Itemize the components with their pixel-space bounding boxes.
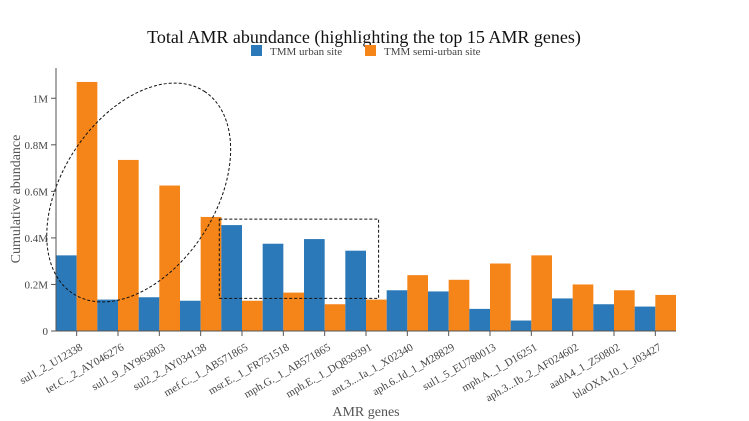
legend-swatch-urban: [251, 45, 262, 56]
bar-semi-urban-14: [614, 290, 635, 331]
annotation-rectangle-2: [218, 218, 380, 299]
bar-urban-13: [552, 298, 573, 331]
x-axis-title: AMR genes: [332, 405, 399, 420]
bar-semi-urban-2: [118, 159, 139, 331]
bar-urban-2: [97, 299, 118, 331]
bar-urban-3: [138, 297, 160, 331]
bar-semi-urban-11: [490, 263, 511, 331]
bar-semi-urban-7: [324, 304, 346, 331]
bar-semi-urban-10: [448, 279, 470, 331]
chart-title: Total AMR abundance (highlighting the to…: [147, 27, 581, 48]
bar-semi-urban-15: [655, 294, 676, 331]
annotation-ellipse-1: [46, 82, 232, 303]
bar-semi-urban-12: [531, 255, 552, 331]
bar-urban-11: [469, 308, 490, 331]
bar-urban-1: [56, 255, 77, 331]
y-tick-label-0: 0: [43, 326, 49, 338]
y-tick-label-4: 0.8M: [24, 140, 48, 152]
legend-swatch-semi-urban: [365, 45, 376, 56]
y-tick-label-5: 1M: [33, 93, 49, 105]
legend-label-urban: TMM urban site: [270, 46, 342, 58]
bar-urban-10: [428, 291, 449, 331]
bar-urban-15: [634, 306, 656, 331]
y-axis-title: Cumulative abundance: [9, 135, 24, 264]
bar-urban-6: [262, 243, 284, 331]
y-axis-ticks: 0 0.2M 0.4M 0.6M 0.8M 1M: [24, 93, 56, 338]
bar-urban-14: [593, 304, 614, 331]
legend-label-semi-urban: TMM semi-urban site: [384, 46, 481, 58]
bar-urban-8: [345, 250, 366, 331]
bar-semi-urban-3: [159, 185, 180, 331]
bar-semi-urban-8: [366, 299, 387, 331]
legend: TMM urban site TMM semi-urban site: [251, 45, 481, 58]
y-tick-label-3: 0.6M: [24, 186, 48, 198]
bar-urban-7: [304, 239, 325, 331]
bar-urban-12: [510, 320, 532, 331]
annotations-layer: [46, 82, 380, 303]
bar-semi-urban-4: [200, 216, 222, 331]
x-tick-label-3: sul1_9_AY963803: [90, 341, 168, 393]
bar-urban-9: [386, 290, 408, 331]
bar-urban-5: [221, 225, 242, 331]
bars-layer: [56, 81, 676, 332]
y-tick-label-1: 0.2M: [24, 279, 48, 291]
x-axis-ticks: sul1_2_U12338tet.C._2_AY046276sul1_9_AY9…: [18, 331, 664, 404]
bar-semi-urban-9: [407, 275, 428, 331]
bar-semi-urban-5: [242, 300, 263, 331]
y-tick-label-2: 0.4M: [24, 233, 48, 245]
bar-semi-urban-13: [572, 284, 594, 331]
bar-semi-urban-6: [283, 292, 304, 331]
bar-semi-urban-1: [76, 81, 98, 332]
bar-urban-4: [180, 300, 201, 331]
